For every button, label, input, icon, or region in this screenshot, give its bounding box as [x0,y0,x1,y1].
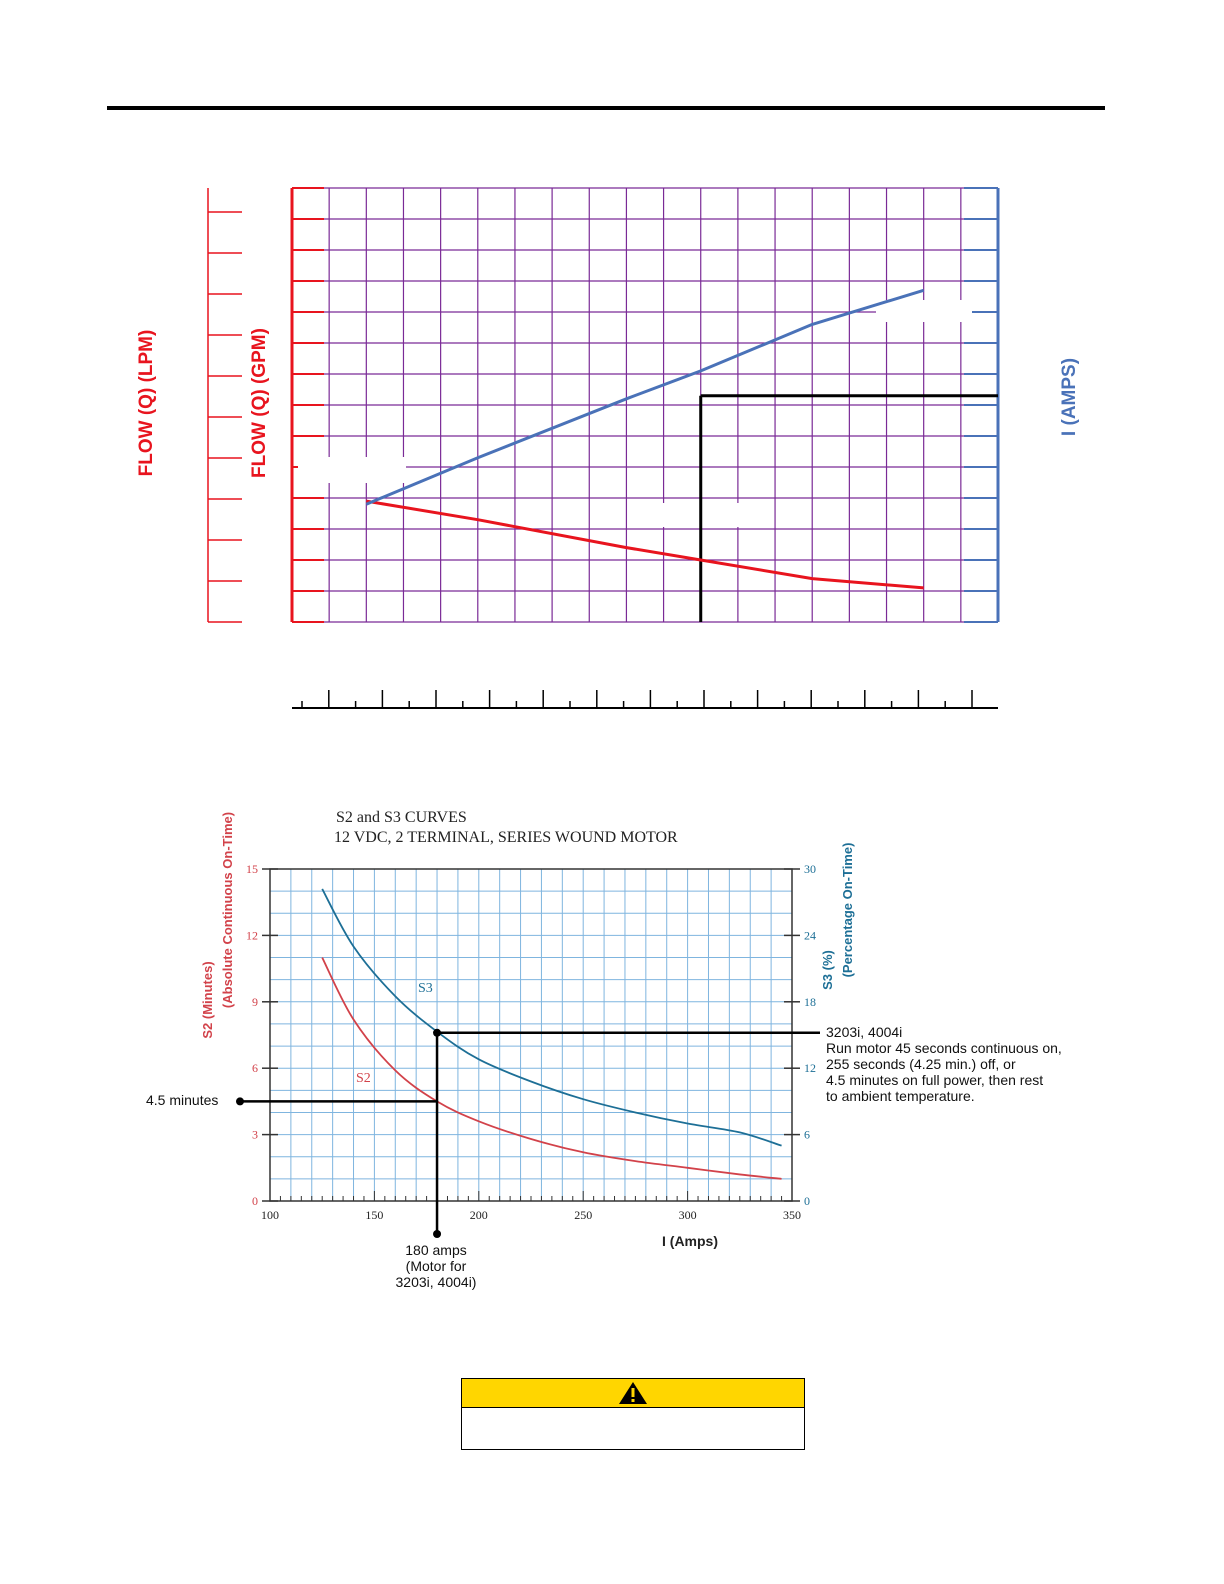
y-right-tick-label: 6 [804,1128,810,1142]
s3-callout-line-1: 3203i, 4004i [826,1024,903,1040]
y-left-tick-label: 0 [252,1194,258,1208]
y-right-sublabel: (Percentage On-Time) [840,843,855,978]
x-tick-label: 250 [574,1208,592,1222]
warning-header [462,1379,804,1408]
y-left-label: S2 (Minutes) [200,961,215,1038]
s2-curve [321,957,782,1180]
y-left-tick-label: 15 [246,862,258,876]
s3-callout-line-5: to ambient temperature. [826,1088,975,1104]
y-left-tick-label: 3 [252,1128,258,1142]
y-right-tick-label: 12 [804,1061,816,1075]
label-mask [640,503,750,527]
y-left-sublabel: (Absolute Continuous On-Time) [220,812,235,1008]
y-right-tick-label: 24 [804,928,816,942]
s3-callout-line-4: 4.5 minutes on full power, then rest [826,1072,1044,1088]
current-line [365,288,925,506]
y-right-tick-label: 0 [804,1194,810,1208]
y-left-tick-label: 6 [252,1061,258,1075]
y-right-tick-label: 18 [804,995,816,1009]
s3-curve [321,888,782,1147]
chart-subtitle: 12 VDC, 2 TERMINAL, SERIES WOUND MOTOR [334,829,678,846]
x-tick-label: 350 [783,1208,801,1222]
chart-title: S2 and S3 CURVES [336,809,467,826]
flow-line [366,499,924,590]
x-axis-label: I (Amps) [662,1233,718,1249]
s2-series-label: S2 [356,1071,371,1086]
amps-callout-dot [433,1230,442,1238]
minutes-callout-label: 4.5 minutes [146,1092,219,1108]
s3-series-label: S3 [418,981,433,996]
warning-triangle-icon [619,1382,647,1404]
plot-frame [269,868,793,1202]
s3-point-callout: 3203i, 4004i Run motor 45 seconds contin… [826,1024,1062,1104]
y-left-tick-label: 9 [252,995,258,1009]
amps-callout-line-1: 180 amps [405,1242,467,1258]
s3-callout-dot [433,1028,442,1037]
label-mask [298,457,406,483]
warning-box [461,1378,805,1450]
top-rule [107,106,1105,110]
x-tick-label: 100 [261,1208,279,1222]
warning-text [462,1408,804,1424]
flow-current-chart [207,187,1000,709]
y-right-tick-label: 30 [804,862,816,876]
x-tick-label: 300 [679,1208,697,1222]
x-tick-label: 200 [470,1208,488,1222]
amps-callout-line-2: (Motor for [405,1258,467,1274]
amps-callout-line-3: 3203i, 4004i) [395,1274,477,1290]
y-right-label: S3 (%) [820,950,835,990]
amps-callout-label: 180 amps (Motor for 3203i, 4004i) [376,1242,496,1290]
s3-callout-line-3: 255 seconds (4.25 min.) off, or [826,1056,1016,1072]
x-tick-label: 150 [365,1208,383,1222]
y-left-tick-label: 12 [246,928,258,942]
s3-callout-line-2: Run motor 45 seconds continuous on, [826,1040,1062,1056]
label-mask [876,300,972,322]
minutes-callout-dot [236,1097,244,1106]
